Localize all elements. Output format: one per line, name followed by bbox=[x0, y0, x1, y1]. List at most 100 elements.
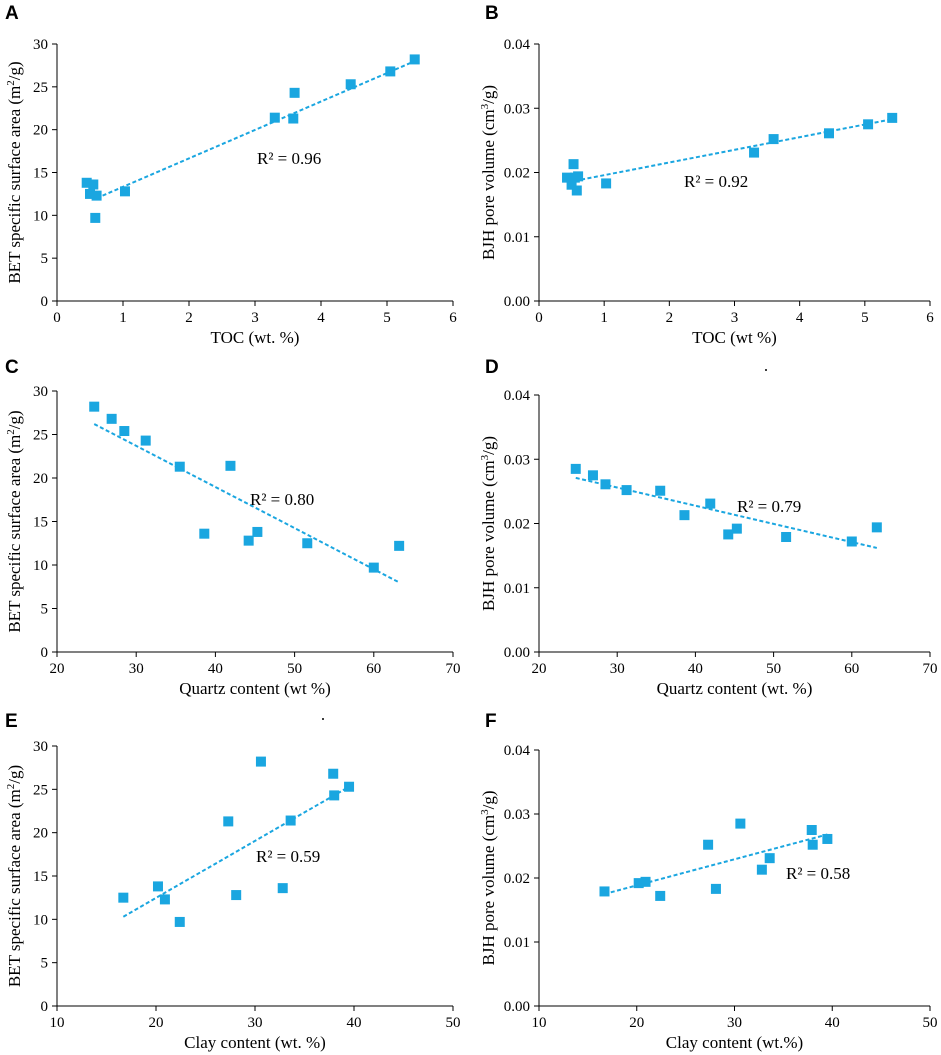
data-point bbox=[174, 916, 185, 927]
data-point bbox=[621, 485, 632, 496]
data-point bbox=[159, 894, 170, 905]
stray-dot bbox=[322, 718, 324, 720]
data-point bbox=[106, 413, 117, 424]
chart-panel-d: D 20 30 40 50 60 70 0.00 0.01 0.02 0.03 0.04 Quartz … bbox=[479, 357, 938, 698]
trend-line bbox=[96, 60, 416, 200]
data-point bbox=[806, 825, 817, 835]
y-tick-label: 15 bbox=[33, 166, 48, 182]
data-point bbox=[255, 756, 266, 767]
data-point bbox=[91, 190, 102, 201]
data-point bbox=[394, 540, 405, 551]
y-tick-label: 0.00 bbox=[504, 294, 530, 310]
data-point bbox=[368, 562, 379, 573]
data-point bbox=[152, 881, 163, 892]
data-point bbox=[871, 522, 882, 533]
data-point bbox=[329, 790, 340, 801]
y-tick-label: 0 bbox=[41, 999, 49, 1015]
y-tick-label: 0.04 bbox=[504, 743, 531, 759]
x-tick-label: 10 bbox=[532, 1015, 547, 1031]
x-tick-label: 60 bbox=[366, 661, 381, 677]
data-point bbox=[723, 529, 734, 540]
chart-panel-b: B 0 1 2 3 4 5 6 0.00 0.01 0.02 0.03 0.04 TOC (wt %) BJ… bbox=[479, 3, 934, 347]
x-tick-label: 20 bbox=[50, 661, 65, 677]
data-point bbox=[756, 864, 767, 875]
data-point bbox=[764, 853, 775, 864]
y-tick-label: 0.00 bbox=[504, 999, 530, 1015]
x-axis-title: TOC (wt %) bbox=[692, 328, 777, 347]
y-axis-title: BJH pore volume (cm3/g) bbox=[479, 85, 498, 260]
r-squared-label: R² = 0.58 bbox=[786, 864, 850, 883]
x-tick-label: 30 bbox=[727, 1015, 742, 1031]
data-point bbox=[846, 536, 857, 547]
data-point bbox=[119, 186, 130, 197]
x-tick-label: 40 bbox=[688, 661, 703, 677]
data-point bbox=[863, 119, 874, 130]
data-point bbox=[679, 510, 690, 521]
x-tick-label: 6 bbox=[926, 310, 934, 326]
y-tick-label: 20 bbox=[33, 471, 48, 487]
data-point bbox=[655, 485, 666, 496]
chart-panel-f: F 10 20 30 40 50 0.00 0.01 0.02 0.03 0.04 Clay cont… bbox=[479, 711, 938, 1052]
trend-line bbox=[604, 833, 828, 895]
x-tick-label: 30 bbox=[610, 661, 625, 677]
r-squared-label: R² = 0.59 bbox=[256, 847, 320, 866]
y-tick-label: 25 bbox=[33, 428, 48, 444]
data-point bbox=[345, 79, 356, 90]
data-point bbox=[119, 426, 130, 437]
x-tick-label: 30 bbox=[129, 661, 144, 677]
y-axis-title: BET specific surface area (m2/g) bbox=[5, 61, 24, 283]
data-point bbox=[269, 112, 280, 123]
chart-panel-a: A 0 1 2 3 4 5 6 0 5 10 15 20 25 30 TOC (wt. %) BET speci… bbox=[5, 3, 457, 347]
data-point bbox=[285, 815, 296, 826]
data-point bbox=[633, 878, 644, 889]
trend-line bbox=[93, 423, 400, 584]
y-tick-label: 30 bbox=[33, 739, 48, 755]
x-tick-label: 30 bbox=[248, 1015, 263, 1031]
data-point bbox=[587, 470, 598, 481]
y-tick-label: 0 bbox=[41, 645, 49, 661]
data-point bbox=[89, 401, 100, 412]
y-tick-label: 0.04 bbox=[504, 388, 531, 404]
panel-letter: C bbox=[5, 357, 19, 378]
data-point bbox=[807, 839, 818, 850]
y-tick-label: 15 bbox=[33, 869, 48, 885]
y-tick-label: 15 bbox=[33, 515, 48, 531]
y-tick-label: 10 bbox=[33, 912, 48, 928]
data-point bbox=[225, 460, 236, 471]
data-point bbox=[199, 528, 210, 539]
data-point bbox=[600, 479, 611, 490]
data-point bbox=[823, 128, 834, 139]
data-point bbox=[289, 87, 300, 98]
data-point bbox=[140, 435, 151, 446]
x-axis-title: Clay content (wt. %) bbox=[184, 1033, 326, 1052]
y-tick-label: 10 bbox=[33, 558, 48, 574]
x-tick-label: 70 bbox=[923, 661, 938, 677]
data-point bbox=[749, 147, 760, 158]
y-tick-label: 30 bbox=[33, 37, 48, 53]
r-squared-label: R² = 0.79 bbox=[737, 497, 801, 516]
y-tick-label: 25 bbox=[33, 80, 48, 96]
data-point bbox=[231, 890, 242, 901]
data-point bbox=[90, 212, 101, 223]
x-tick-label: 20 bbox=[532, 661, 547, 677]
x-tick-label: 1 bbox=[119, 310, 127, 326]
x-axis-title: Clay content (wt.%) bbox=[666, 1033, 803, 1052]
data-point bbox=[655, 890, 666, 901]
y-tick-label: 10 bbox=[33, 208, 48, 224]
y-tick-label: 0.01 bbox=[504, 230, 530, 246]
x-tick-label: 50 bbox=[766, 661, 781, 677]
x-tick-label: 4 bbox=[317, 310, 325, 326]
y-tick-label: 0.01 bbox=[504, 935, 530, 951]
data-point bbox=[573, 171, 584, 182]
x-tick-label: 50 bbox=[923, 1015, 938, 1031]
x-tick-label: 40 bbox=[208, 661, 223, 677]
y-tick-label: 0.04 bbox=[504, 37, 531, 53]
data-point bbox=[385, 66, 396, 77]
y-tick-label: 30 bbox=[33, 384, 48, 400]
data-point bbox=[710, 883, 721, 894]
r-squared-label: R² = 0.92 bbox=[684, 172, 748, 191]
r-squared-label: R² = 0.96 bbox=[257, 149, 321, 168]
data-point bbox=[88, 179, 99, 190]
y-tick-label: 0 bbox=[41, 294, 49, 310]
